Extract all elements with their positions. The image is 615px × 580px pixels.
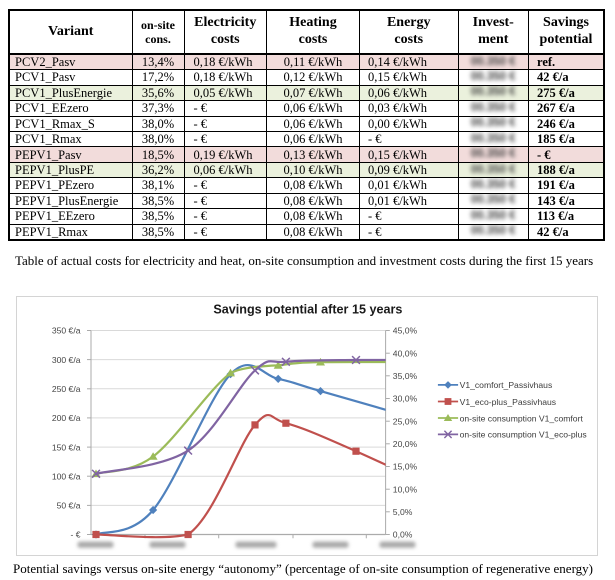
svg-text:0,0%: 0,0% bbox=[393, 530, 413, 540]
svg-text:300 €/a: 300 €/a bbox=[52, 355, 81, 365]
svg-text:10,0%: 10,0% bbox=[393, 484, 418, 494]
svg-text:200 €/a: 200 €/a bbox=[52, 413, 81, 423]
svg-text:250 €/a: 250 €/a bbox=[52, 384, 81, 394]
svg-text:45,0%: 45,0% bbox=[393, 326, 418, 336]
svg-text:15,0%: 15,0% bbox=[393, 462, 418, 472]
svg-text:V1_comfort_Passivhaus: V1_comfort_Passivhaus bbox=[460, 380, 553, 390]
svg-text:20,0%: 20,0% bbox=[393, 439, 418, 449]
svg-text:on-site consumption V1_comfort: on-site consumption V1_comfort bbox=[460, 413, 584, 423]
svg-text:V1_eco-plus_Passivhaus: V1_eco-plus_Passivhaus bbox=[460, 397, 556, 407]
svg-text:35,0%: 35,0% bbox=[393, 371, 418, 381]
svg-text:25,0%: 25,0% bbox=[393, 416, 418, 426]
svg-text:5,0%: 5,0% bbox=[393, 507, 413, 517]
svg-text:30,0%: 30,0% bbox=[393, 394, 418, 404]
svg-text:50 €/a: 50 €/a bbox=[57, 501, 81, 511]
svg-text:on-site consumption V1_eco-plu: on-site consumption V1_eco-plus bbox=[460, 430, 587, 440]
svg-text:Savings potential after 15 yea: Savings potential after 15 years bbox=[213, 303, 402, 317]
svg-text:150 €/a: 150 €/a bbox=[52, 442, 81, 452]
svg-text:- €: - € bbox=[70, 530, 80, 540]
svg-text:40,0%: 40,0% bbox=[393, 348, 418, 358]
svg-text:100 €/a: 100 €/a bbox=[52, 471, 81, 481]
svg-text:350 €/a: 350 €/a bbox=[52, 326, 81, 336]
